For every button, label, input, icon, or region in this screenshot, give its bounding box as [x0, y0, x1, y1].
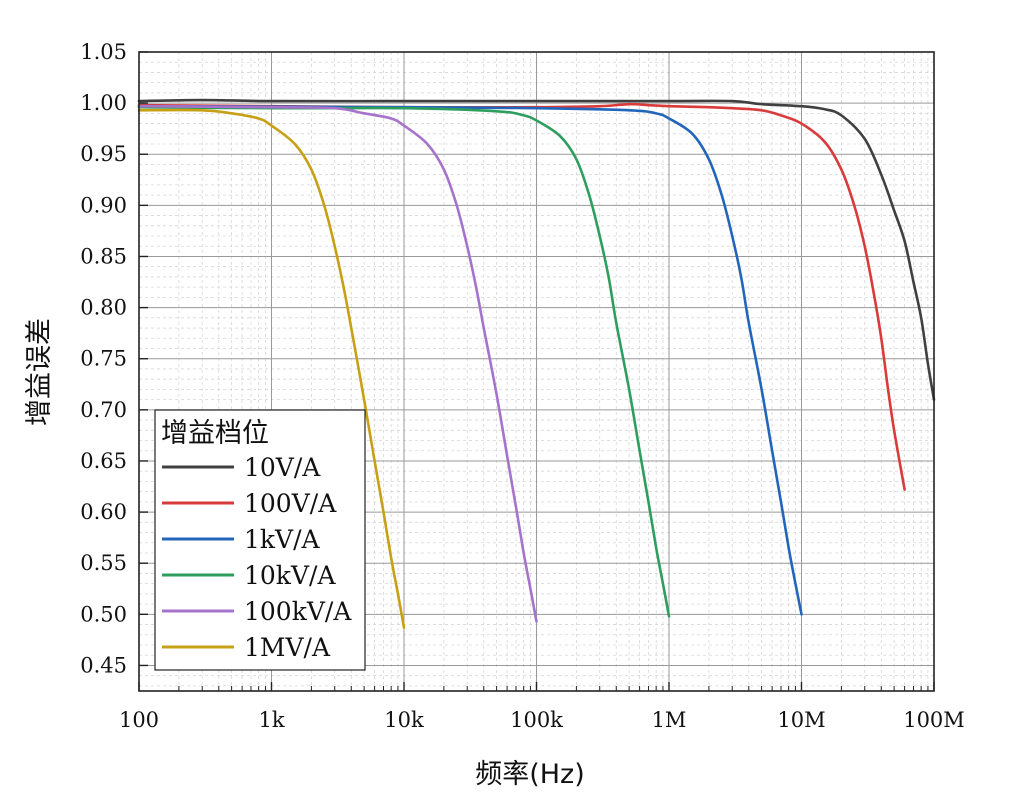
legend-entries: 10V/A 100V/A 1kV/A 10kV/A 100kV/A 1MV/A — [162, 453, 352, 662]
legend-entry: 1MV/A — [162, 633, 331, 662]
series-line-2 — [137, 104, 803, 616]
y-tick-label: 0.80 — [80, 296, 127, 320]
x-tick-label: 100 — [119, 708, 159, 732]
legend-label: 1MV/A — [244, 633, 331, 662]
y-tick-label: 0.75 — [80, 347, 127, 371]
x-tick-label: 10M — [777, 708, 825, 732]
y-tick-label: 0.50 — [80, 602, 127, 626]
legend-entry: 1kV/A — [162, 525, 321, 554]
legend: 增益档位 10V/A 100V/A 1kV/A 10kV/A 100kV/A 1MV/A — [154, 409, 366, 671]
axis-ticks — [138, 51, 935, 691]
series-line-3 — [137, 105, 671, 618]
series-line-4 — [137, 104, 538, 623]
y-tick-labels: 0.45 0.50 0.55 0.60 0.65 0.70 0.75 0.80 0.85 0.90… — [80, 40, 127, 677]
legend-entry: 10kV/A — [162, 561, 336, 590]
legend-label: 10kV/A — [244, 561, 336, 590]
y-tick-label: 0.90 — [80, 193, 127, 217]
legend-label: 10V/A — [244, 453, 321, 482]
series-line-0 — [137, 98, 936, 401]
legend-label: 100V/A — [244, 489, 337, 518]
series-layer — [137, 98, 936, 629]
legend-entry: 100kV/A — [162, 597, 352, 626]
y-tick-label: 0.55 — [80, 551, 127, 575]
series-line-5 — [137, 108, 406, 629]
x-tick-label: 10k — [384, 708, 424, 732]
legend-label: 100kV/A — [244, 597, 352, 626]
legend-entry: 100V/A — [162, 489, 337, 518]
x-axis-title: 频率(Hz) — [475, 759, 585, 790]
y-tick-label: 0.95 — [80, 142, 127, 166]
y-tick-label: 0.65 — [80, 449, 127, 473]
x-tick-label: 100k — [510, 708, 563, 732]
x-tick-label: 1k — [258, 708, 284, 732]
legend-title: 增益档位 — [161, 418, 269, 449]
y-tick-label: 1.05 — [80, 40, 127, 64]
legend-label: 1kV/A — [244, 525, 321, 554]
y-tick-label: 0.45 — [80, 653, 127, 677]
y-tick-label: 0.70 — [80, 398, 127, 422]
y-axis-title: 增益误差 — [24, 318, 55, 426]
x-tick-label: 1M — [652, 708, 687, 732]
x-tick-label: 100M — [903, 708, 965, 732]
y-tick-label: 0.60 — [80, 500, 127, 524]
x-tick-labels: 100 1k 10k 100k 1M 10M 100M — [119, 708, 965, 732]
y-tick-label: 0.85 — [80, 244, 127, 268]
legend-entry: 10V/A — [162, 453, 321, 482]
y-tick-label: 1.00 — [80, 91, 127, 115]
